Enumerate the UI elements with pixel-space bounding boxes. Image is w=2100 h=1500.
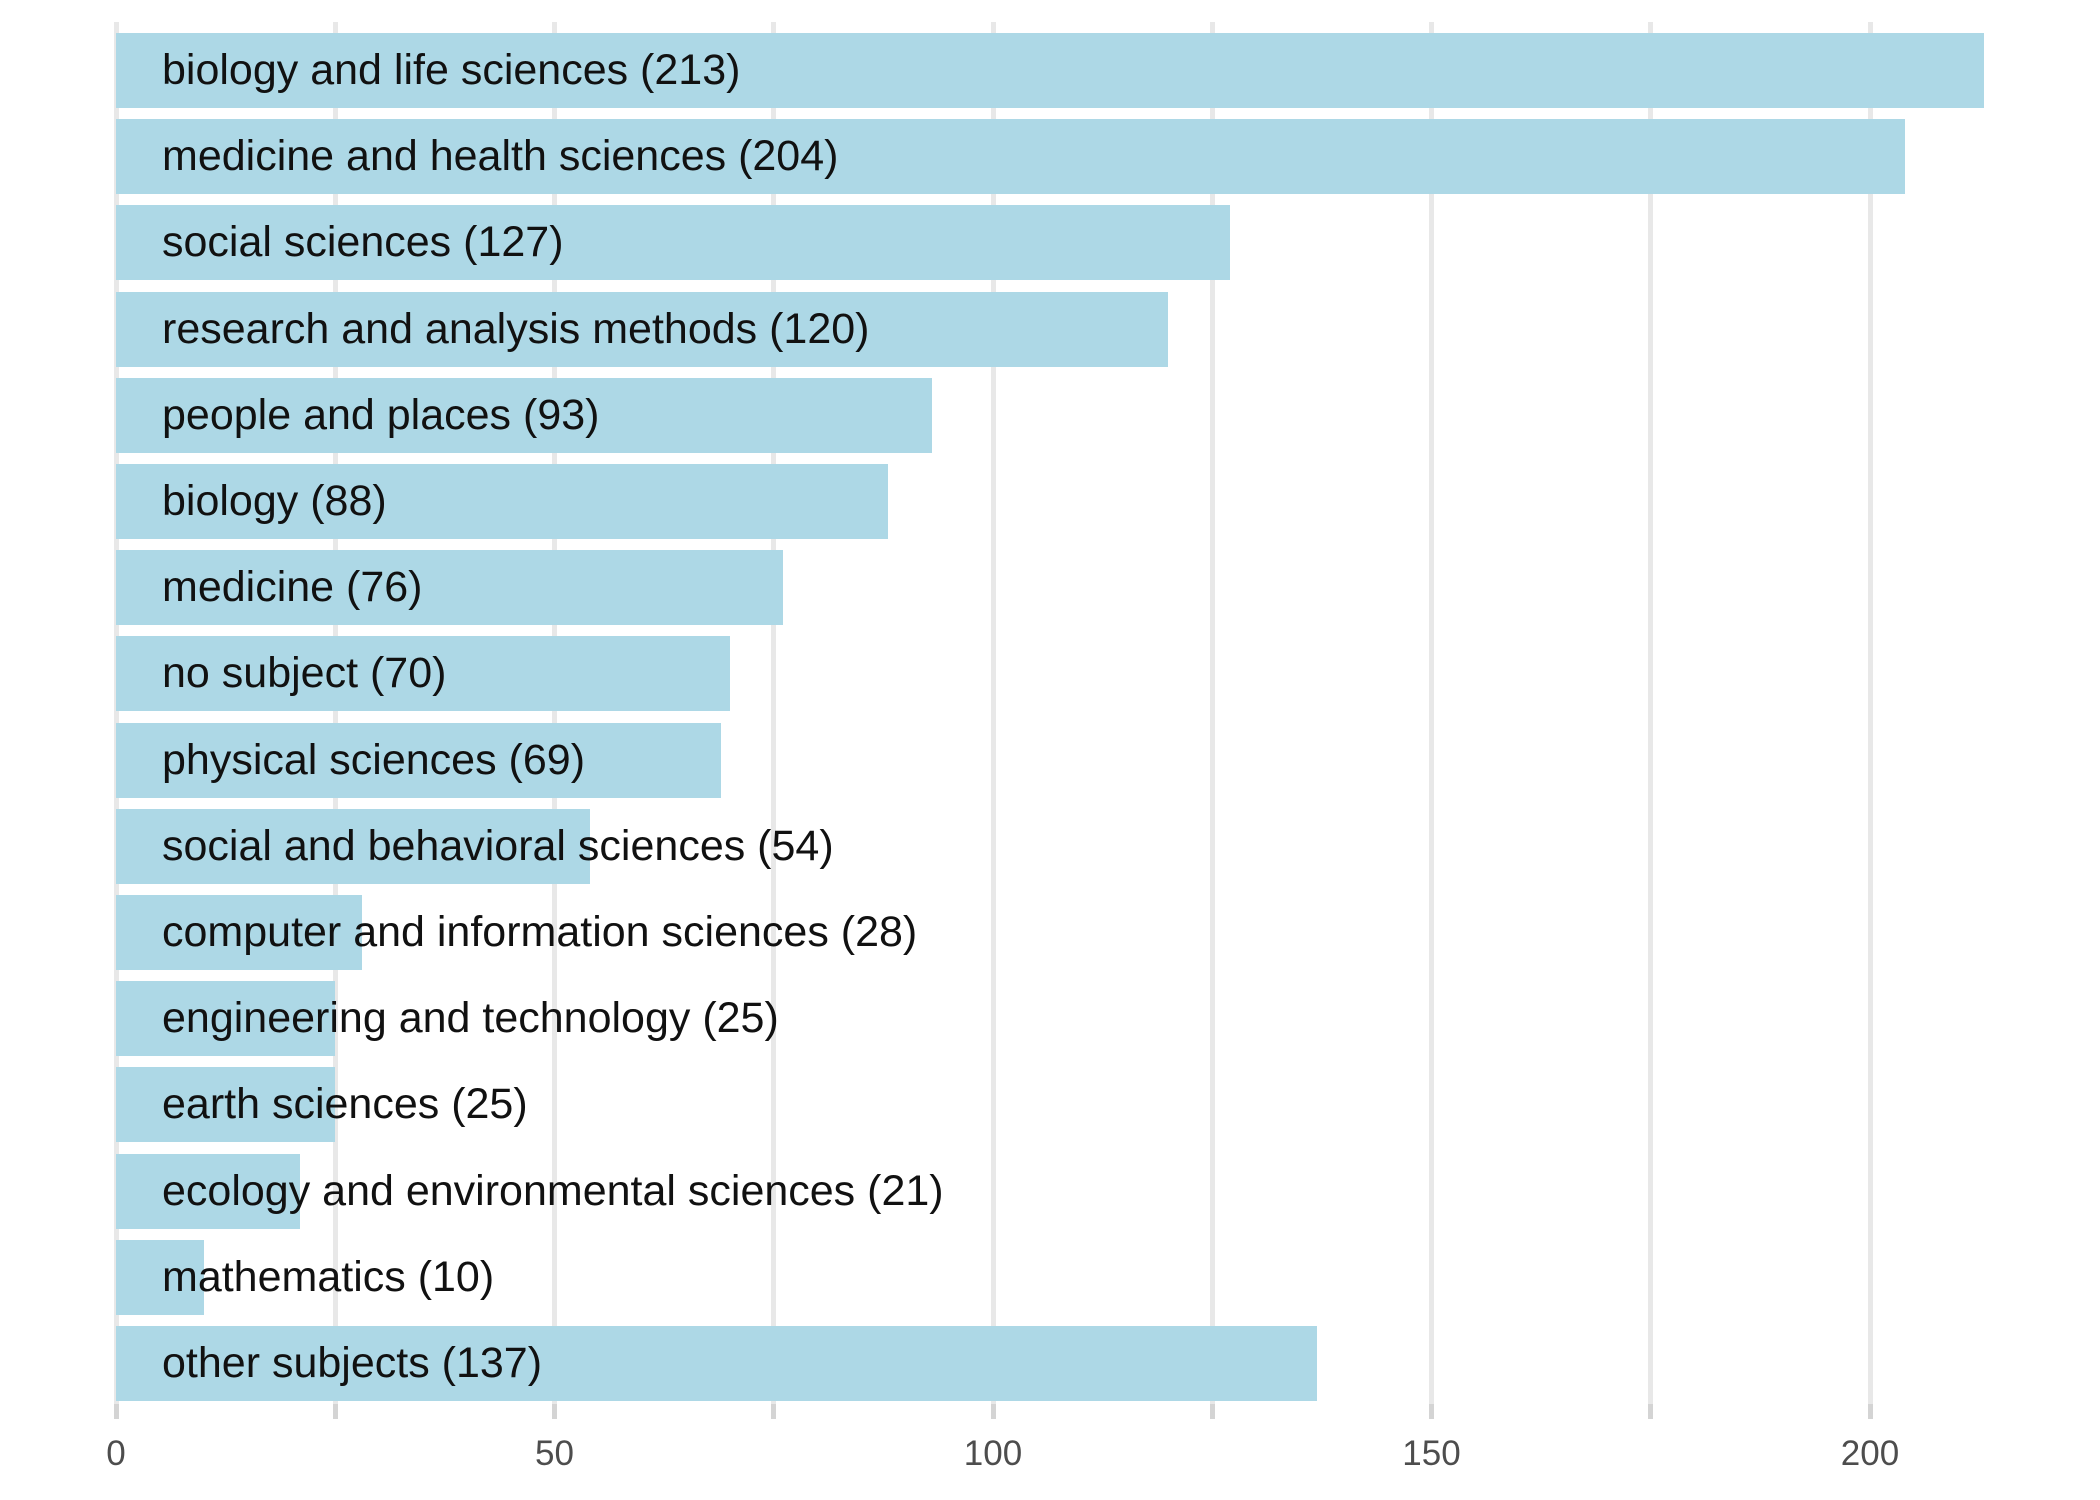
bar [116,291,1169,367]
gridline [332,22,338,1404]
bar-label: biology (88) [162,477,387,525]
bar-label: research and analysis methods (120) [162,304,870,353]
bar-label: social and behavioral sciences (54) [162,821,834,870]
bar [116,464,888,539]
bar [116,1326,1318,1401]
bar-label: medicine and health sciences (204) [162,132,839,181]
x-tick-label: 150 [1402,1434,1461,1473]
bar [116,205,1230,281]
x-tick-label: 0 [106,1434,126,1473]
bar-label: mathematics (10) [162,1252,495,1301]
bar-label: no subject (70) [162,649,447,698]
x-tick [1429,1404,1434,1419]
x-tick [552,1404,557,1419]
bar [116,722,722,798]
bar-label: medicine (76) [162,563,423,612]
gridline [552,22,557,1404]
bar-label: other subjects (137) [162,1339,543,1387]
x-tick [771,1404,777,1419]
bar-label: people and places (93) [162,390,600,439]
bar [116,1239,204,1315]
x-tick [332,1404,338,1419]
bar-label: biology and life sciences (213) [162,46,741,94]
bar-label: physical sciences (69) [162,735,586,784]
x-tick [1648,1404,1654,1419]
x-tick [113,1404,119,1419]
gridline [113,22,119,1404]
bar-label: earth sciences (25) [162,1080,528,1129]
bar [116,636,730,712]
bar [116,1153,301,1229]
bar-label: ecology and environmental sciences (21) [162,1166,944,1215]
bar [116,808,590,884]
bar [116,1067,336,1143]
bar [116,377,932,453]
gridline [1648,22,1654,1404]
x-tick-label: 100 [963,1434,1023,1473]
x-tick [1867,1404,1873,1419]
gridline [1209,22,1215,1404]
bar [116,119,1906,195]
gridline [771,22,777,1404]
gridline [1867,22,1873,1404]
bar-label: computer and information sciences (28) [162,908,918,956]
bar [116,981,336,1057]
bar [116,33,1984,108]
bar-label: social sciences (127) [162,218,564,267]
bar [116,550,783,626]
x-tick-label: 50 [535,1434,574,1473]
bar [116,895,362,970]
gridline [990,22,996,1404]
bar-label: engineering and technology (25) [162,994,779,1043]
gridline [1429,22,1434,1404]
x-tick-label: 200 [1840,1434,1900,1473]
x-tick [1209,1404,1215,1419]
x-tick [990,1404,996,1419]
